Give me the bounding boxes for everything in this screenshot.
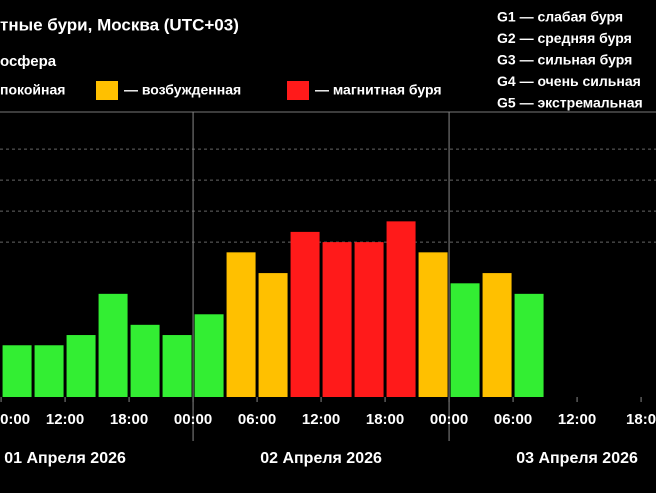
bar [130,324,160,397]
day-label: 01 Апреля 2026 [4,450,126,467]
bar [418,252,448,397]
bar [34,345,64,397]
legend-label: — возбужденная [124,82,241,98]
legend-title: осфера [0,53,57,70]
x-tick-label: 12:00 [302,411,340,428]
bar [514,293,544,397]
x-tick-label: 12:00 [46,411,84,428]
day-label: 02 Апреля 2026 [260,450,382,467]
bar [162,335,192,397]
x-tick-label: 12:00 [558,411,596,428]
day-label: 03 Апреля 2026 [516,450,638,467]
legend-swatch [96,81,118,100]
x-tick-label: 00:00 [430,411,468,428]
chart-title: тные бури, Москва (UTC+03) [0,15,239,34]
x-tick-label: 06:00 [238,411,276,428]
bar [66,335,96,397]
bar [290,231,320,397]
bar [386,221,416,397]
legend-swatch [287,81,309,100]
x-tick-label: 00:00 [174,411,212,428]
g-scale-entry: G4 — очень сильная [497,73,641,89]
bar [258,273,288,397]
x-tick-label: 06:00 [494,411,532,428]
x-tick-label: 0:00 [0,411,30,428]
g-scale-entry: G1 — слабая буря [497,9,623,25]
x-tick-label: 18:00 [366,411,404,428]
legend-label: — магнитная буря [315,82,442,98]
x-tick-label: 18:00 [110,411,148,428]
bar [450,283,480,397]
bar [98,293,128,397]
bar [2,345,32,397]
bar [322,242,352,397]
x-tick-label: 18:0 [626,411,656,428]
bar [194,314,224,397]
g-scale-entry: G5 — экстремальная [497,95,643,111]
bar [226,252,256,397]
bar [482,273,512,397]
legend-label: покойная [0,82,65,98]
g-scale-entry: G3 — сильная буря [497,52,632,68]
bar [354,242,384,397]
g-scale-entry: G2 — средняя буря [497,30,632,46]
